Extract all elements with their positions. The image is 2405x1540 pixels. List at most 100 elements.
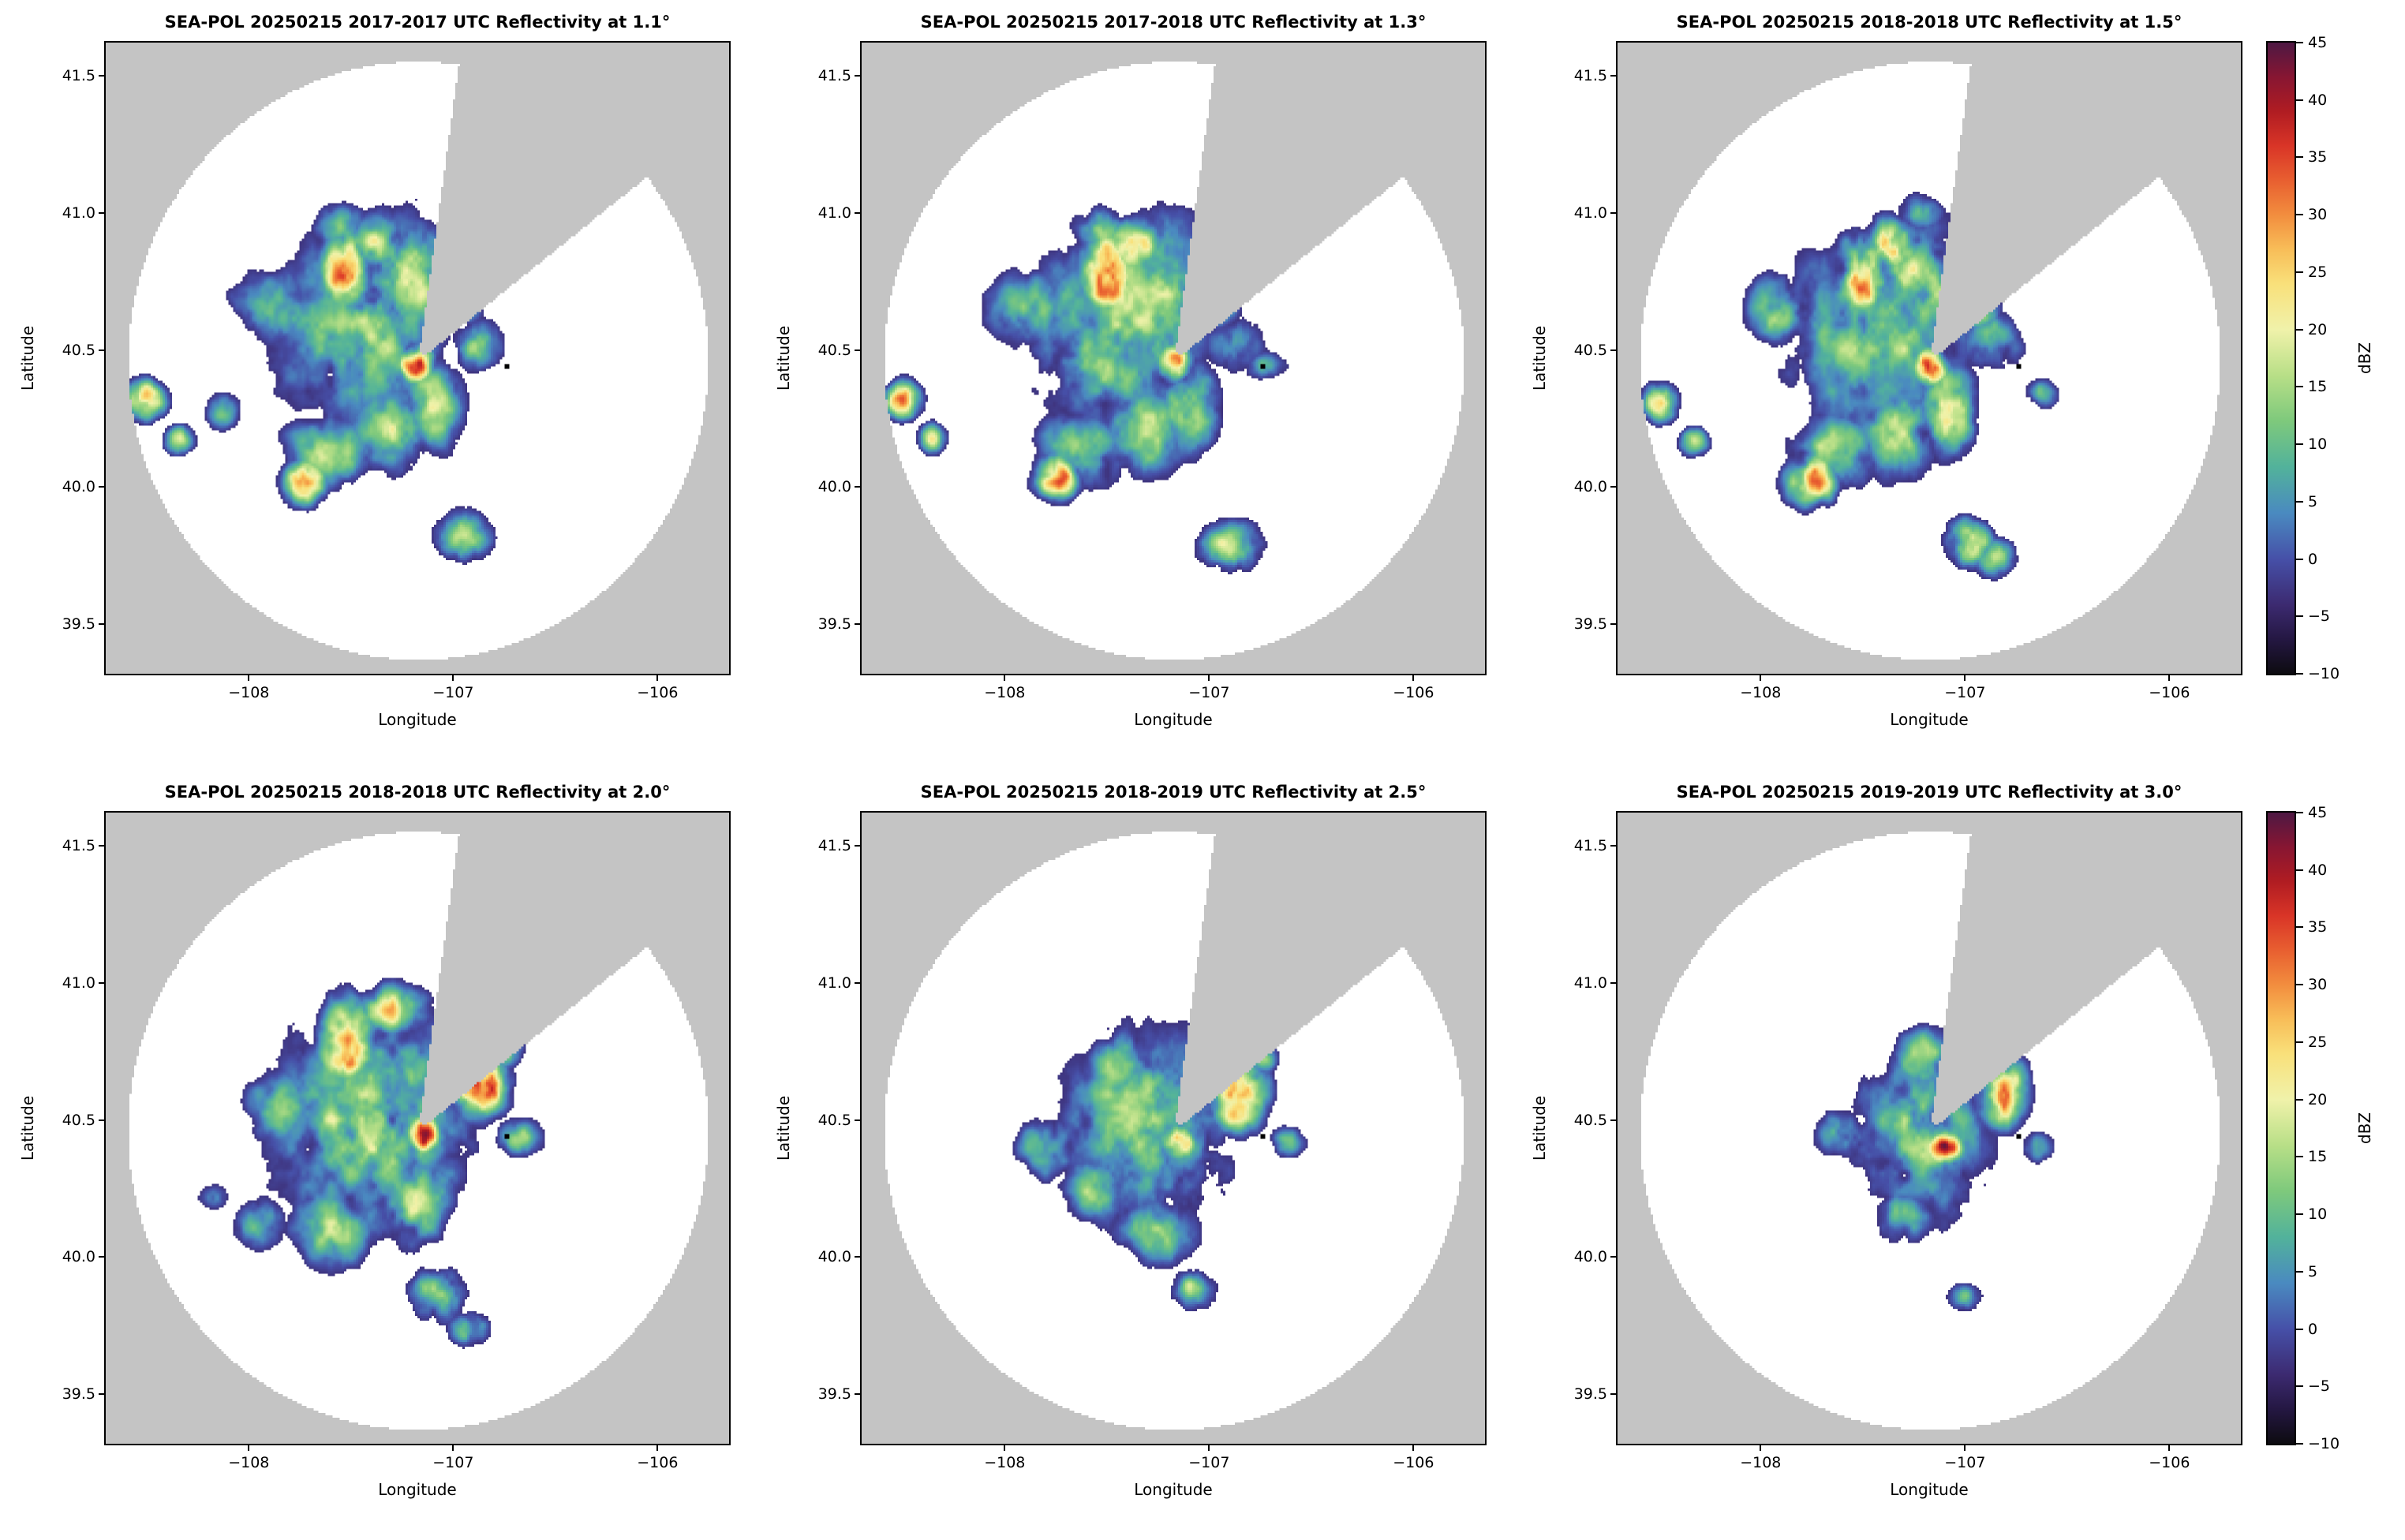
x-tick-label: −107 xyxy=(1944,1454,1986,1471)
x-tick-label: −107 xyxy=(1188,684,1230,701)
subplot-5: SEA-POL 20250215 2018-2019 UTC Reflectiv… xyxy=(767,773,1515,1531)
y-tick-mark xyxy=(1610,486,1618,488)
x-tick-label: −108 xyxy=(228,1454,270,1471)
subplot-1: SEA-POL 20250215 2017-2017 UTC Reflectiv… xyxy=(11,3,759,761)
y-axis-label: Latitude xyxy=(773,43,794,674)
y-tick-mark xyxy=(99,1393,106,1396)
colorbar-tick-mark xyxy=(2296,673,2303,675)
reflectivity-field-canvas xyxy=(106,813,729,1444)
subplot-4: SEA-POL 20250215 2018-2018 UTC Reflectiv… xyxy=(11,773,759,1531)
y-tick-label: 41.5 xyxy=(817,66,851,84)
y-tick-label: 40.0 xyxy=(1573,1248,1607,1266)
panel-title: SEA-POL 20250215 2017-2017 UTC Reflectiv… xyxy=(164,13,671,32)
y-tick-mark xyxy=(855,211,862,214)
panel-title: SEA-POL 20250215 2019-2019 UTC Reflectiv… xyxy=(1676,783,2182,802)
y-tick-mark xyxy=(1610,981,1618,984)
y-tick-label: 40.0 xyxy=(817,478,851,496)
y-tick-mark xyxy=(99,1119,106,1121)
colorbar-tick-label: 35 xyxy=(2308,918,2328,936)
colorbar-tick-label: 0 xyxy=(2308,1320,2318,1338)
y-tick-label: 40.5 xyxy=(62,341,95,359)
y-tick-mark xyxy=(855,1393,862,1396)
colorbar-tick-mark xyxy=(2296,1098,2303,1101)
x-tick-label: −106 xyxy=(637,684,679,701)
colorbar: −10 −5 0 5 10 15 20 25 30 35 40 45 dBZ xyxy=(2266,34,2405,682)
y-axis-label-text: Latitude xyxy=(18,325,38,391)
y-tick-mark xyxy=(855,623,862,626)
y-tick-mark xyxy=(855,74,862,77)
x-tick-label: −107 xyxy=(432,1454,474,1471)
y-axis-label: Latitude xyxy=(773,813,794,1444)
colorbar-tick-label: 5 xyxy=(2308,492,2318,510)
subplot-6: SEA-POL 20250215 2019-2019 UTC Reflectiv… xyxy=(1523,773,2271,1531)
colorbar-tick-label: 45 xyxy=(2308,804,2328,821)
panel-title: SEA-POL 20250215 2018-2018 UTC Reflectiv… xyxy=(164,783,671,802)
x-tick-label: −106 xyxy=(1393,1454,1434,1471)
y-tick-label: 40.5 xyxy=(62,1111,95,1129)
x-tick-mark xyxy=(2168,1444,2171,1451)
colorbar-tick-mark xyxy=(2296,1156,2303,1158)
y-tick-mark xyxy=(99,844,106,847)
x-tick-mark xyxy=(2168,674,2171,681)
y-axis-label-text: Latitude xyxy=(18,1095,38,1161)
y-tick-label: 39.5 xyxy=(1573,615,1607,634)
y-tick-mark xyxy=(1610,211,1618,214)
x-tick-mark xyxy=(1964,674,1966,681)
y-tick-label: 41.5 xyxy=(817,836,851,854)
x-tick-label: −108 xyxy=(1740,684,1782,701)
colorbar-tick-label: 15 xyxy=(2308,378,2328,396)
y-axis-label-text: Latitude xyxy=(1530,1095,1550,1161)
colorbar-tick-mark xyxy=(2296,271,2303,273)
colorbar-tick-label: 40 xyxy=(2308,91,2328,109)
plot-axes: −108 −107 −106 39.5 40.0 40.5 41.0 41.5 Longitud… xyxy=(18,41,731,729)
x-tick-label: −108 xyxy=(228,684,270,701)
colorbar-tick-mark xyxy=(2296,156,2303,159)
y-tick-mark xyxy=(99,486,106,488)
colorbar-tick-mark xyxy=(2296,869,2303,871)
x-tick-mark xyxy=(1208,674,1210,681)
colorbar-tick-label: 20 xyxy=(2308,1090,2328,1108)
y-tick-label: 41.5 xyxy=(1573,836,1607,854)
y-tick-mark xyxy=(855,1256,862,1258)
y-tick-mark xyxy=(99,1256,106,1258)
colorbar-label-text: dBZ xyxy=(2355,1112,2374,1145)
x-tick-label: −106 xyxy=(637,1454,679,1471)
y-tick-mark xyxy=(99,981,106,984)
y-tick-label: 40.0 xyxy=(1573,478,1607,496)
x-tick-mark xyxy=(248,1444,250,1451)
x-tick-mark xyxy=(248,674,250,681)
plot-axes: −108 −107 −106 39.5 40.0 40.5 41.0 41.5 Longitud… xyxy=(774,41,1487,729)
y-tick-mark xyxy=(1610,1393,1618,1396)
x-axis-label: Longitude xyxy=(1134,710,1213,729)
y-tick-mark xyxy=(99,211,106,214)
colorbar-gradient xyxy=(2266,41,2296,675)
y-axis-label-text: Latitude xyxy=(774,325,794,391)
colorbar-tick-label: 25 xyxy=(2308,1033,2328,1051)
x-tick-label: −106 xyxy=(2149,1454,2190,1471)
colorbar-tick-label: 10 xyxy=(2308,1205,2328,1224)
colorbar-tick-mark xyxy=(2296,1213,2303,1216)
y-tick-label: 40.5 xyxy=(1573,1111,1607,1129)
y-tick-label: 41.5 xyxy=(62,66,95,84)
colorbar-label: dBZ xyxy=(2355,811,2375,1445)
x-axis-label: Longitude xyxy=(378,1480,457,1499)
colorbar-label: dBZ xyxy=(2355,41,2375,675)
colorbar-tick-mark xyxy=(2296,926,2303,929)
reflectivity-field-canvas xyxy=(862,813,1485,1444)
y-tick-label: 40.5 xyxy=(817,1111,851,1129)
colorbar-tick-mark xyxy=(2296,386,2303,388)
y-tick-label: 40.0 xyxy=(62,478,95,496)
panel-title: SEA-POL 20250215 2018-2018 UTC Reflectiv… xyxy=(1676,13,2182,32)
colorbar-tick-mark xyxy=(2296,500,2303,503)
x-tick-label: −108 xyxy=(984,1454,1026,1471)
reflectivity-field-canvas xyxy=(1618,43,2241,674)
x-axis-label: Longitude xyxy=(378,710,457,729)
colorbar-tick-label: 0 xyxy=(2308,550,2318,568)
colorbar-tick-label: −5 xyxy=(2308,1377,2331,1396)
colorbar-tick-label: 30 xyxy=(2308,206,2328,224)
y-tick-mark xyxy=(855,486,862,488)
y-axis-label: Latitude xyxy=(17,813,38,1444)
y-tick-label: 41.5 xyxy=(1573,66,1607,84)
y-tick-label: 40.0 xyxy=(62,1248,95,1266)
